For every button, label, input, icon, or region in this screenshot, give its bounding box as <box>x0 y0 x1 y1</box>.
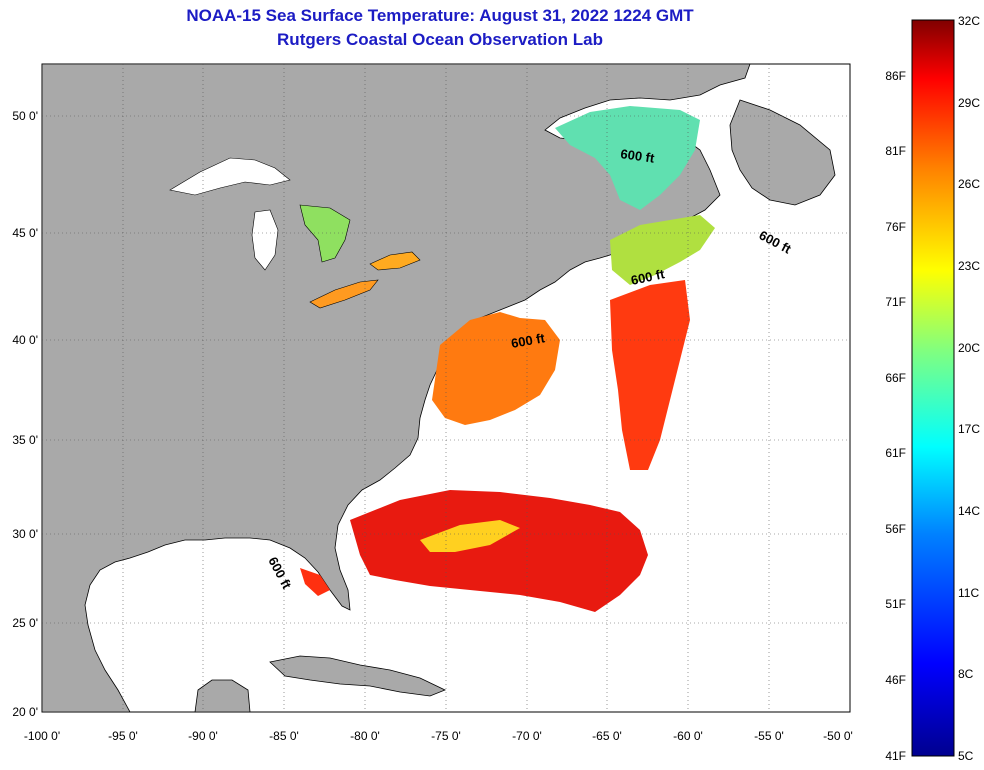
celsius-label: 29C <box>958 96 980 110</box>
lat-tick-label: 35 0' <box>12 433 38 447</box>
colorbar-celsius-labels: 5C 8C 11C 14C 17C 20C 23C 26C 29C 32C <box>958 14 980 763</box>
lat-tick-label: 30 0' <box>12 527 38 541</box>
depth-label: 600 ft <box>510 330 547 351</box>
map-title: NOAA-15 Sea Surface Temperature: August … <box>186 6 694 25</box>
depth-label: 600 ft <box>630 266 667 288</box>
lon-tick-label: -100 0' <box>24 729 60 743</box>
lat-tick-label: 25 0' <box>12 616 38 630</box>
cuba-land <box>269 655 446 697</box>
lon-tick-label: -85 0' <box>269 729 299 743</box>
great-lake-michigan <box>251 209 279 271</box>
lat-tick-label: 45 0' <box>12 226 38 240</box>
lon-tick-label: -95 0' <box>108 729 138 743</box>
fahrenheit-label: 76F <box>885 220 906 234</box>
lon-tick-label: -90 0' <box>188 729 218 743</box>
southeast-water <box>350 490 648 612</box>
lat-tick-label: 40 0' <box>12 333 38 347</box>
lon-tick-label: -65 0' <box>592 729 622 743</box>
colorbar-fahrenheit-labels: 41F 46F 51F 56F 61F 66F 71F 76F 81F 86F <box>885 69 906 763</box>
southeast-yellow-patch <box>420 520 520 552</box>
great-lake-erie <box>309 279 379 309</box>
lat-tick-labels: 20 0' 25 0' 30 0' 35 0' 40 0' 45 0' 50 0… <box>12 109 38 719</box>
celsius-label: 26C <box>958 177 980 191</box>
map-subtitle: Rutgers Coastal Ocean Observation Lab <box>277 30 603 49</box>
depth-label: 600 ft <box>620 146 656 166</box>
lon-tick-label: -75 0' <box>431 729 461 743</box>
lon-tick-label: -55 0' <box>754 729 784 743</box>
celsius-label: 14C <box>958 504 980 518</box>
lon-tick-label: -60 0' <box>673 729 703 743</box>
gulf-stream-water <box>610 280 690 470</box>
celsius-label: 23C <box>958 259 980 273</box>
fahrenheit-label: 86F <box>885 69 906 83</box>
mid-atlantic-water <box>432 312 560 425</box>
celsius-label: 32C <box>958 14 980 28</box>
lat-tick-label: 50 0' <box>12 109 38 123</box>
fahrenheit-label: 71F <box>885 295 906 309</box>
lat-gridlines <box>42 115 850 624</box>
great-lake-ontario <box>369 251 421 271</box>
newfoundland-land <box>729 99 836 206</box>
fahrenheit-label: 81F <box>885 144 906 158</box>
gulf-warm-water <box>300 568 330 596</box>
fahrenheit-label: 61F <box>885 446 906 460</box>
fahrenheit-label: 46F <box>885 673 906 687</box>
great-lake-superior <box>169 157 291 196</box>
celsius-label: 5C <box>958 749 974 763</box>
fahrenheit-label: 41F <box>885 749 906 763</box>
fahrenheit-label: 56F <box>885 522 906 536</box>
lat-tick-label: 20 0' <box>12 705 38 719</box>
colorbar <box>911 19 955 757</box>
lon-tick-label: -70 0' <box>512 729 542 743</box>
gulf-of-maine-water <box>610 215 715 285</box>
celsius-label: 20C <box>958 341 980 355</box>
celsius-label: 11C <box>958 586 979 600</box>
celsius-label: 17C <box>958 422 980 436</box>
lon-tick-labels: -100 0' -95 0' -90 0' -85 0' -80 0' -75 … <box>24 729 853 743</box>
lon-tick-label: -80 0' <box>350 729 380 743</box>
celsius-label: 8C <box>958 667 974 681</box>
fahrenheit-label: 66F <box>885 371 906 385</box>
fahrenheit-label: 51F <box>885 597 906 611</box>
lon-gridlines <box>122 64 770 712</box>
yucatan-land <box>194 679 251 712</box>
great-lake-huron <box>299 204 351 263</box>
lon-tick-label: -50 0' <box>823 729 853 743</box>
st-lawrence-water <box>555 106 700 210</box>
